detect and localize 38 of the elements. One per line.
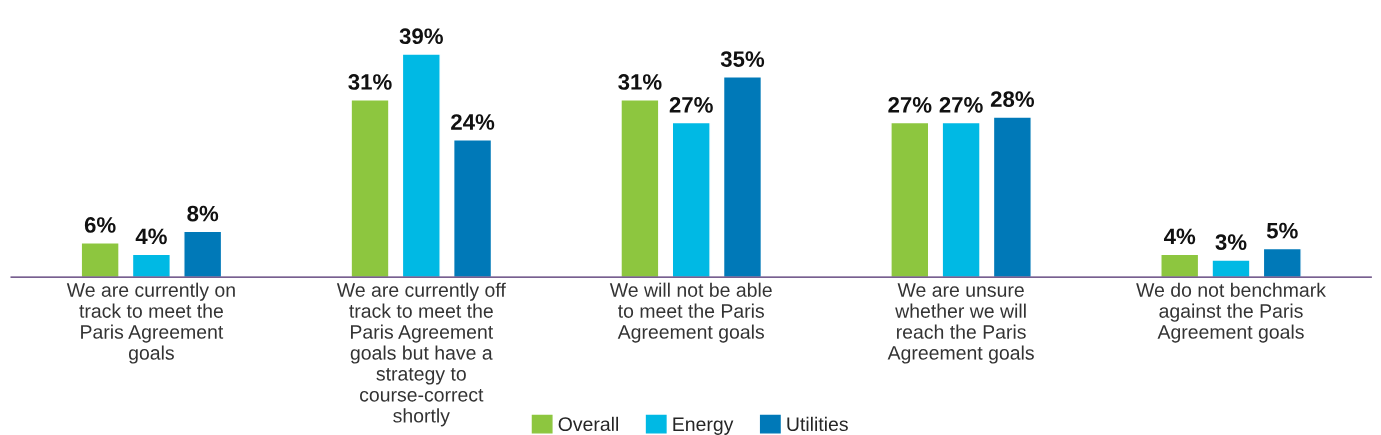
data-label: 27% — [669, 96, 713, 113]
data-label: 27% — [888, 96, 932, 113]
bar — [1160, 253, 1200, 278]
data-label: 31% — [618, 74, 662, 90]
data-label: 28% — [990, 91, 1035, 107]
bar — [80, 242, 120, 278]
bar — [1262, 247, 1302, 278]
bar — [941, 121, 981, 278]
bar — [452, 139, 493, 278]
data-label: 6% — [84, 217, 116, 233]
bar — [131, 253, 171, 278]
bar — [992, 116, 1032, 278]
data-label: 27% — [939, 96, 983, 113]
x-tick-label: We are unsure whether we will reach the Paris Agreement goals — [887, 283, 1034, 364]
bar — [620, 99, 660, 278]
bar — [1211, 259, 1251, 278]
bar — [350, 99, 390, 278]
legend-label: Overall — [558, 416, 618, 432]
x-tick-label: We do not benchmark against the Paris Agreement goals — [1136, 282, 1326, 343]
data-label: 39% — [399, 28, 443, 45]
x-tick-label: We are currently on track to meet the Paris Agreement goals — [66, 282, 235, 364]
data-label: 8% — [187, 205, 219, 222]
legend-label: Utilities — [787, 416, 848, 432]
data-label: 31% — [348, 74, 392, 90]
bar — [401, 53, 441, 278]
data-label: 3% — [1215, 234, 1247, 251]
bar — [722, 76, 763, 278]
bar — [183, 230, 223, 278]
data-label: 4% — [1163, 228, 1196, 245]
bar — [890, 121, 930, 278]
data-label: 24% — [451, 114, 495, 130]
bar — [671, 121, 711, 278]
x-tick-label: We are currently off track to meet the Paris Agreement goals but have a strategy to course-correct shortly — [336, 282, 506, 427]
data-label: 5% — [1266, 222, 1298, 239]
x-tick-label: We will not be able to meet the Paris Agreement goals — [609, 282, 772, 343]
legend-label: Energy — [673, 417, 734, 435]
data-label: 35% — [720, 51, 765, 67]
data-label: 4% — [135, 228, 167, 245]
